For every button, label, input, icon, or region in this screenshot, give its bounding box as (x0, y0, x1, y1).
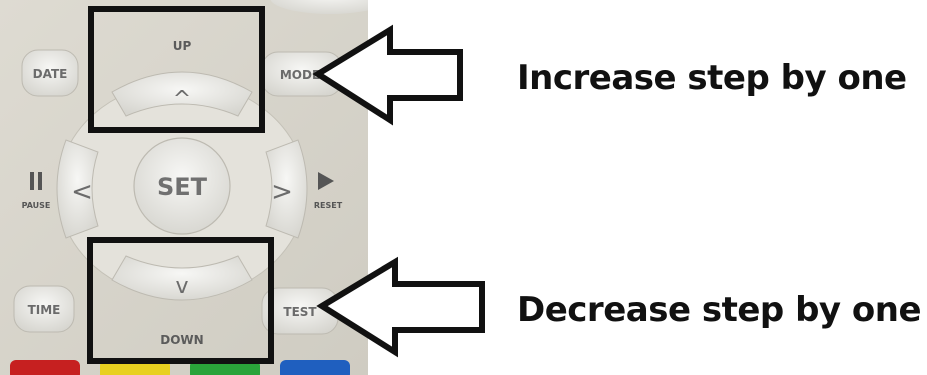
left-button[interactable]: < (56, 139, 99, 239)
down-button-label: DOWN (160, 333, 203, 347)
pause-button[interactable]: PAUSE (22, 172, 51, 210)
right-glyph: > (271, 177, 293, 207)
reset-button-label: RESET (314, 201, 343, 210)
remote-control-photo: DATE MODE ^ UP < > SET (0, 0, 368, 375)
date-button-label: DATE (33, 67, 68, 81)
decrease-step-label: Decrease step by one (517, 290, 922, 330)
up-highlight-box (88, 6, 265, 133)
increase-step-label: Increase step by one (517, 58, 907, 98)
up-arrow-icon (312, 24, 463, 126)
down-arrow-icon (316, 256, 485, 358)
set-button-label: SET (157, 173, 208, 201)
test-button-label: TEST (283, 305, 317, 319)
mode-button-label: MODE (280, 68, 320, 82)
left-glyph: < (71, 177, 93, 207)
reset-button[interactable]: RESET (314, 172, 343, 210)
down-highlight-box (87, 237, 274, 364)
pause-button-label: PAUSE (22, 201, 51, 210)
time-button-label: TIME (28, 303, 61, 317)
top-partial-key (270, 0, 368, 14)
date-button[interactable]: DATE (21, 49, 79, 97)
time-button[interactable]: TIME (13, 285, 75, 333)
set-button[interactable]: SET (133, 137, 231, 235)
up-glyph: ^ (173, 87, 191, 112)
down-glyph: v (175, 274, 188, 299)
up-button[interactable]: ^ UP (111, 39, 253, 117)
right-button[interactable]: > (265, 139, 308, 239)
color-key-red[interactable] (10, 360, 80, 375)
play-icon (318, 172, 334, 190)
color-key-blue[interactable] (280, 360, 350, 375)
up-button-label: UP (173, 39, 192, 53)
down-button[interactable]: v DOWN (111, 255, 253, 347)
test-button[interactable]: TEST (261, 287, 339, 335)
